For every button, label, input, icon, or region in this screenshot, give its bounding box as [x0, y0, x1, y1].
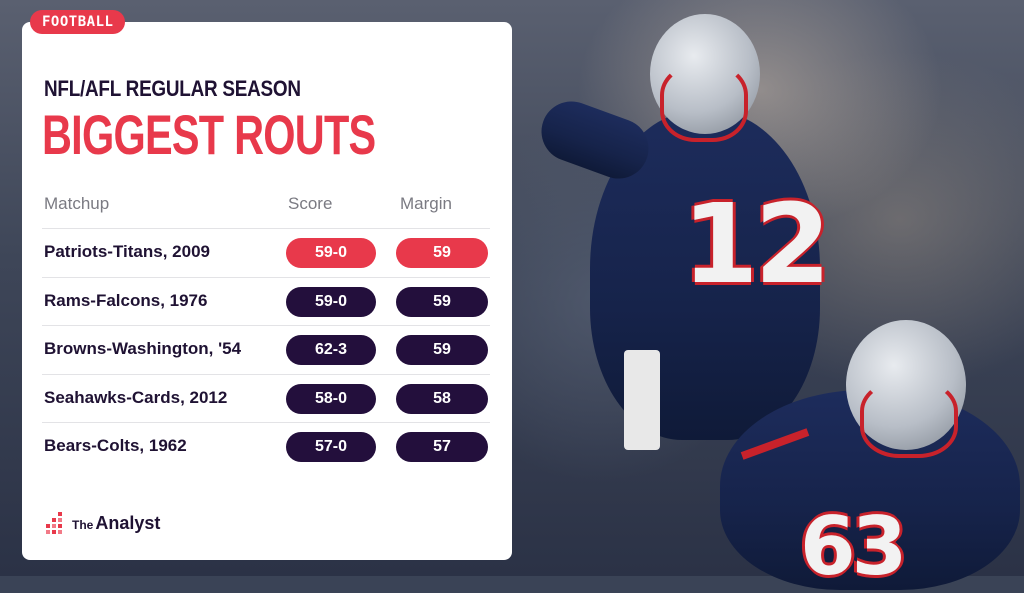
table-row: Seahawks-Cards, 2012 58-0 58	[42, 373, 490, 422]
matchup-cell: Bears-Colts, 1962	[44, 436, 187, 455]
column-header-margin: Margin	[400, 194, 452, 213]
brand-analyst: Analyst	[95, 513, 161, 533]
row-divider	[42, 228, 490, 229]
margin-pill: 59	[396, 286, 488, 317]
table-row: Bears-Colts, 1962 57-0 57	[42, 422, 490, 470]
category-tag: FOOTBALL	[30, 10, 126, 34]
brand-name: The Analyst	[72, 513, 160, 534]
row-divider	[42, 276, 490, 278]
row-divider	[42, 422, 490, 423]
row-divider	[42, 325, 490, 326]
jersey-number-12: 12	[682, 180, 831, 308]
score-pill: 59-0	[286, 286, 376, 317]
margin-pill: 59	[396, 335, 488, 365]
margin-pill: 57	[396, 432, 488, 462]
score-pill: 59-0	[286, 238, 376, 268]
margin-pill: 58	[396, 383, 488, 414]
matchup-cell: Seahawks-Cards, 2012	[44, 387, 228, 407]
matchup-cell: Browns-Washington, '54	[44, 339, 242, 358]
margin-pill: 59	[396, 238, 488, 268]
score-pill: 62-3	[286, 335, 376, 365]
row-divider	[42, 373, 490, 375]
table-row: Browns-Washington, '54 62-3 59	[42, 325, 490, 373]
quarterback-facemask	[660, 64, 748, 142]
brand-the: The	[72, 518, 94, 532]
column-header-score: Score	[288, 194, 333, 213]
analyst-logo-icon	[44, 512, 66, 534]
card-title: BIGGEST ROUTS	[42, 103, 376, 166]
jersey-number-63: 63	[800, 500, 907, 593]
towel	[624, 350, 660, 450]
column-header-matchup: Matchup	[44, 194, 110, 213]
score-pill: 57-0	[286, 432, 376, 462]
matchup-cell: Rams-Falcons, 1976	[44, 290, 208, 310]
card-subtitle: NFL/AFL REGULAR SEASON	[44, 76, 301, 101]
table-row: Patriots-Titans, 2009 59-0 59	[42, 228, 490, 276]
stats-card: NFL/AFL REGULAR SEASON BIGGEST ROUTS Mat…	[22, 22, 512, 560]
lineman-facemask	[860, 380, 958, 458]
table-row: Rams-Falcons, 1976 59-0 59	[42, 276, 490, 325]
score-pill: 58-0	[286, 383, 376, 414]
matchup-cell: Patriots-Titans, 2009	[44, 242, 210, 261]
